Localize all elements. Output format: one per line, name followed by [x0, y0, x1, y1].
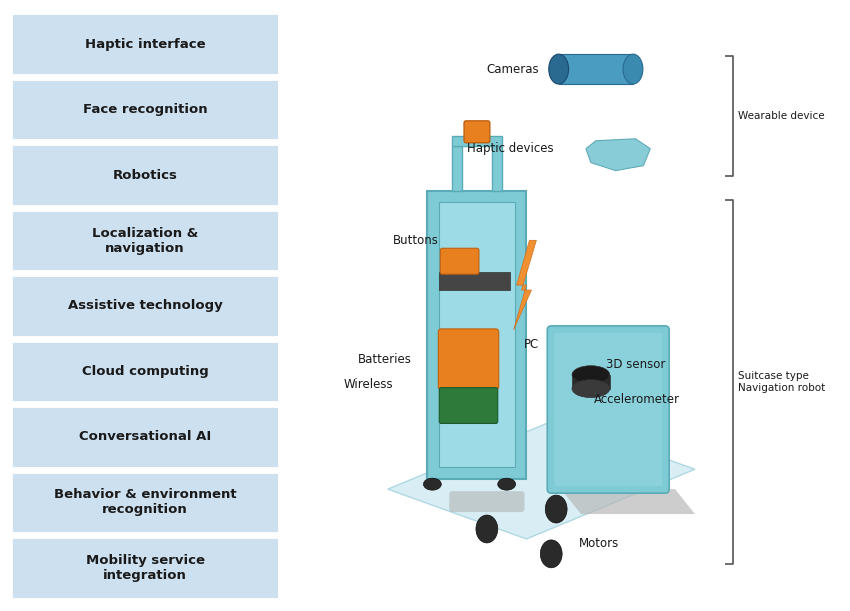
FancyBboxPatch shape	[11, 144, 279, 206]
Text: Conversational AI: Conversational AI	[79, 431, 211, 444]
Polygon shape	[439, 272, 510, 290]
Ellipse shape	[546, 495, 567, 523]
Polygon shape	[561, 489, 695, 514]
Text: Motors: Motors	[579, 538, 620, 551]
Text: Suitcase type
Navigation robot: Suitcase type Navigation robot	[739, 371, 825, 393]
Text: Cloud computing: Cloud computing	[82, 365, 208, 378]
Text: Behavior & environment
recognition: Behavior & environment recognition	[54, 488, 236, 516]
FancyBboxPatch shape	[11, 210, 279, 271]
Ellipse shape	[498, 478, 516, 490]
FancyBboxPatch shape	[11, 79, 279, 141]
Polygon shape	[572, 375, 609, 389]
Text: Cameras: Cameras	[487, 62, 540, 76]
FancyBboxPatch shape	[11, 406, 279, 467]
FancyBboxPatch shape	[11, 472, 279, 533]
Ellipse shape	[476, 515, 498, 543]
Ellipse shape	[572, 366, 609, 384]
FancyBboxPatch shape	[11, 13, 279, 75]
FancyBboxPatch shape	[11, 275, 279, 337]
Polygon shape	[513, 240, 536, 330]
Polygon shape	[439, 202, 514, 467]
Polygon shape	[428, 191, 526, 479]
Text: Assistive technology: Assistive technology	[68, 299, 223, 312]
Ellipse shape	[572, 379, 609, 398]
Text: Haptic interface: Haptic interface	[85, 38, 206, 51]
Text: Batteries: Batteries	[358, 353, 412, 366]
Text: Wearable device: Wearable device	[739, 111, 825, 121]
Text: Wireless: Wireless	[343, 378, 393, 391]
Text: Buttons: Buttons	[393, 234, 439, 247]
FancyBboxPatch shape	[547, 326, 669, 493]
FancyBboxPatch shape	[554, 333, 662, 486]
Ellipse shape	[623, 54, 643, 84]
FancyBboxPatch shape	[439, 329, 499, 390]
Polygon shape	[452, 136, 502, 146]
Text: Face recognition: Face recognition	[82, 103, 207, 116]
FancyBboxPatch shape	[11, 537, 279, 599]
FancyBboxPatch shape	[11, 341, 279, 402]
Text: Haptic devices: Haptic devices	[467, 142, 553, 155]
Ellipse shape	[423, 478, 441, 490]
Text: Mobility service
integration: Mobility service integration	[86, 554, 205, 582]
FancyBboxPatch shape	[464, 121, 490, 143]
FancyBboxPatch shape	[449, 491, 524, 512]
Text: 3D sensor: 3D sensor	[606, 358, 665, 371]
Ellipse shape	[549, 54, 569, 84]
Polygon shape	[492, 146, 502, 191]
Ellipse shape	[541, 540, 562, 568]
FancyBboxPatch shape	[440, 248, 479, 274]
Text: Localization &
navigation: Localization & navigation	[92, 227, 198, 255]
Polygon shape	[452, 146, 462, 191]
Text: PC: PC	[524, 338, 539, 351]
Polygon shape	[586, 139, 650, 170]
FancyBboxPatch shape	[439, 387, 498, 423]
Text: Accelerometer: Accelerometer	[594, 393, 680, 406]
Text: Robotics: Robotics	[112, 169, 178, 181]
Polygon shape	[388, 420, 695, 539]
Polygon shape	[558, 54, 633, 84]
